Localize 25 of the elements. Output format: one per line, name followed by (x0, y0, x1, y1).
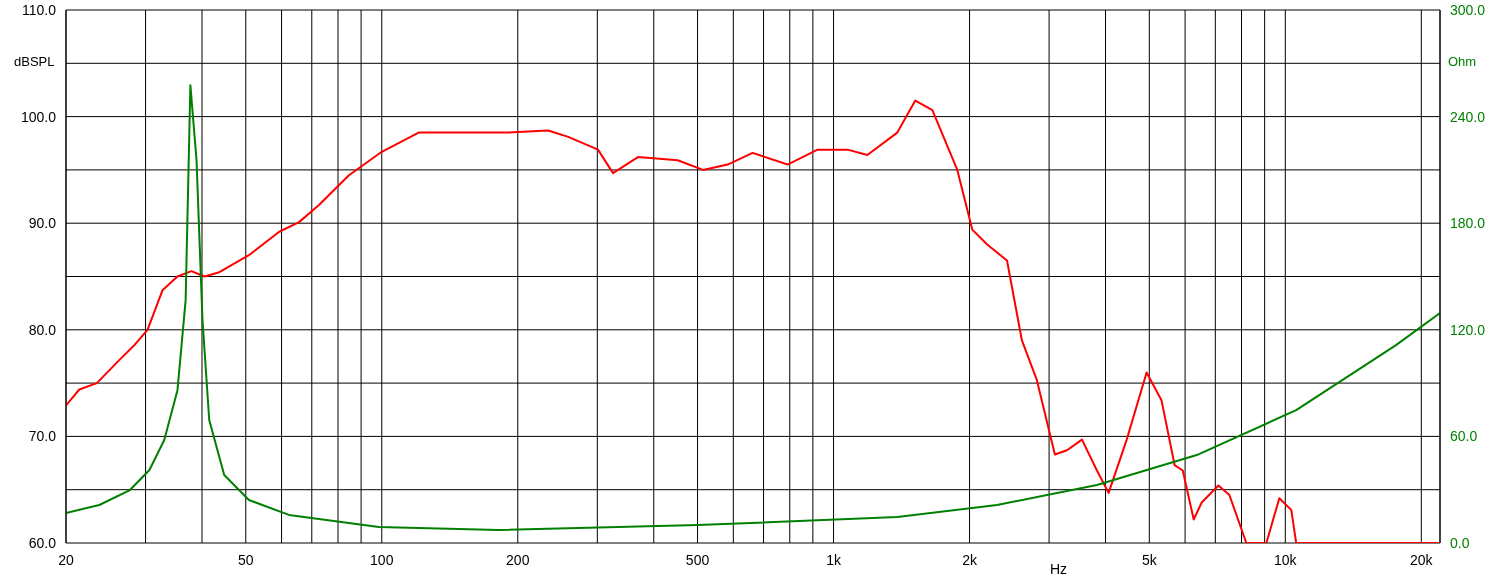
x-tick-label: 200 (506, 551, 530, 568)
y2-tick-label: 300.0 (1450, 1, 1486, 18)
y-tick-label: 110.0 (22, 1, 57, 18)
y-tick-label: 90.0 (28, 215, 57, 232)
x-tick-label: 20 (58, 551, 74, 568)
x-tick-label: 1k (826, 551, 842, 568)
x-axis-title: Hz (1050, 561, 1068, 577)
y-tick-label: 80.0 (28, 321, 57, 338)
x-tick-label: 50 (237, 551, 254, 568)
x-tick-label: 500 (685, 551, 710, 568)
y2-tick-label: 240.0 (1450, 108, 1486, 125)
y-tick-label: 60.0 (28, 534, 57, 551)
y2-tick-label: 180.0 (1450, 215, 1486, 232)
y-tick-label: 100.0 (20, 108, 57, 125)
y2-axis-title: Ohm (1448, 54, 1477, 69)
y2-tick-label: 120.0 (1450, 321, 1486, 338)
x-tick-label: 20k (1410, 551, 1434, 568)
x-tick-label: 100 (370, 551, 394, 568)
y-axis-title: dBSPL (14, 54, 55, 69)
y-tick-label: 70.0 (28, 428, 57, 445)
x-tick-label: 10k (1274, 551, 1298, 568)
y2-tick-label: 60.0 (1450, 428, 1478, 445)
x-tick-label: 5k (1141, 551, 1158, 568)
y2-tick-label: 0.0 (1450, 534, 1470, 551)
x-tick-label: 2k (962, 551, 978, 568)
